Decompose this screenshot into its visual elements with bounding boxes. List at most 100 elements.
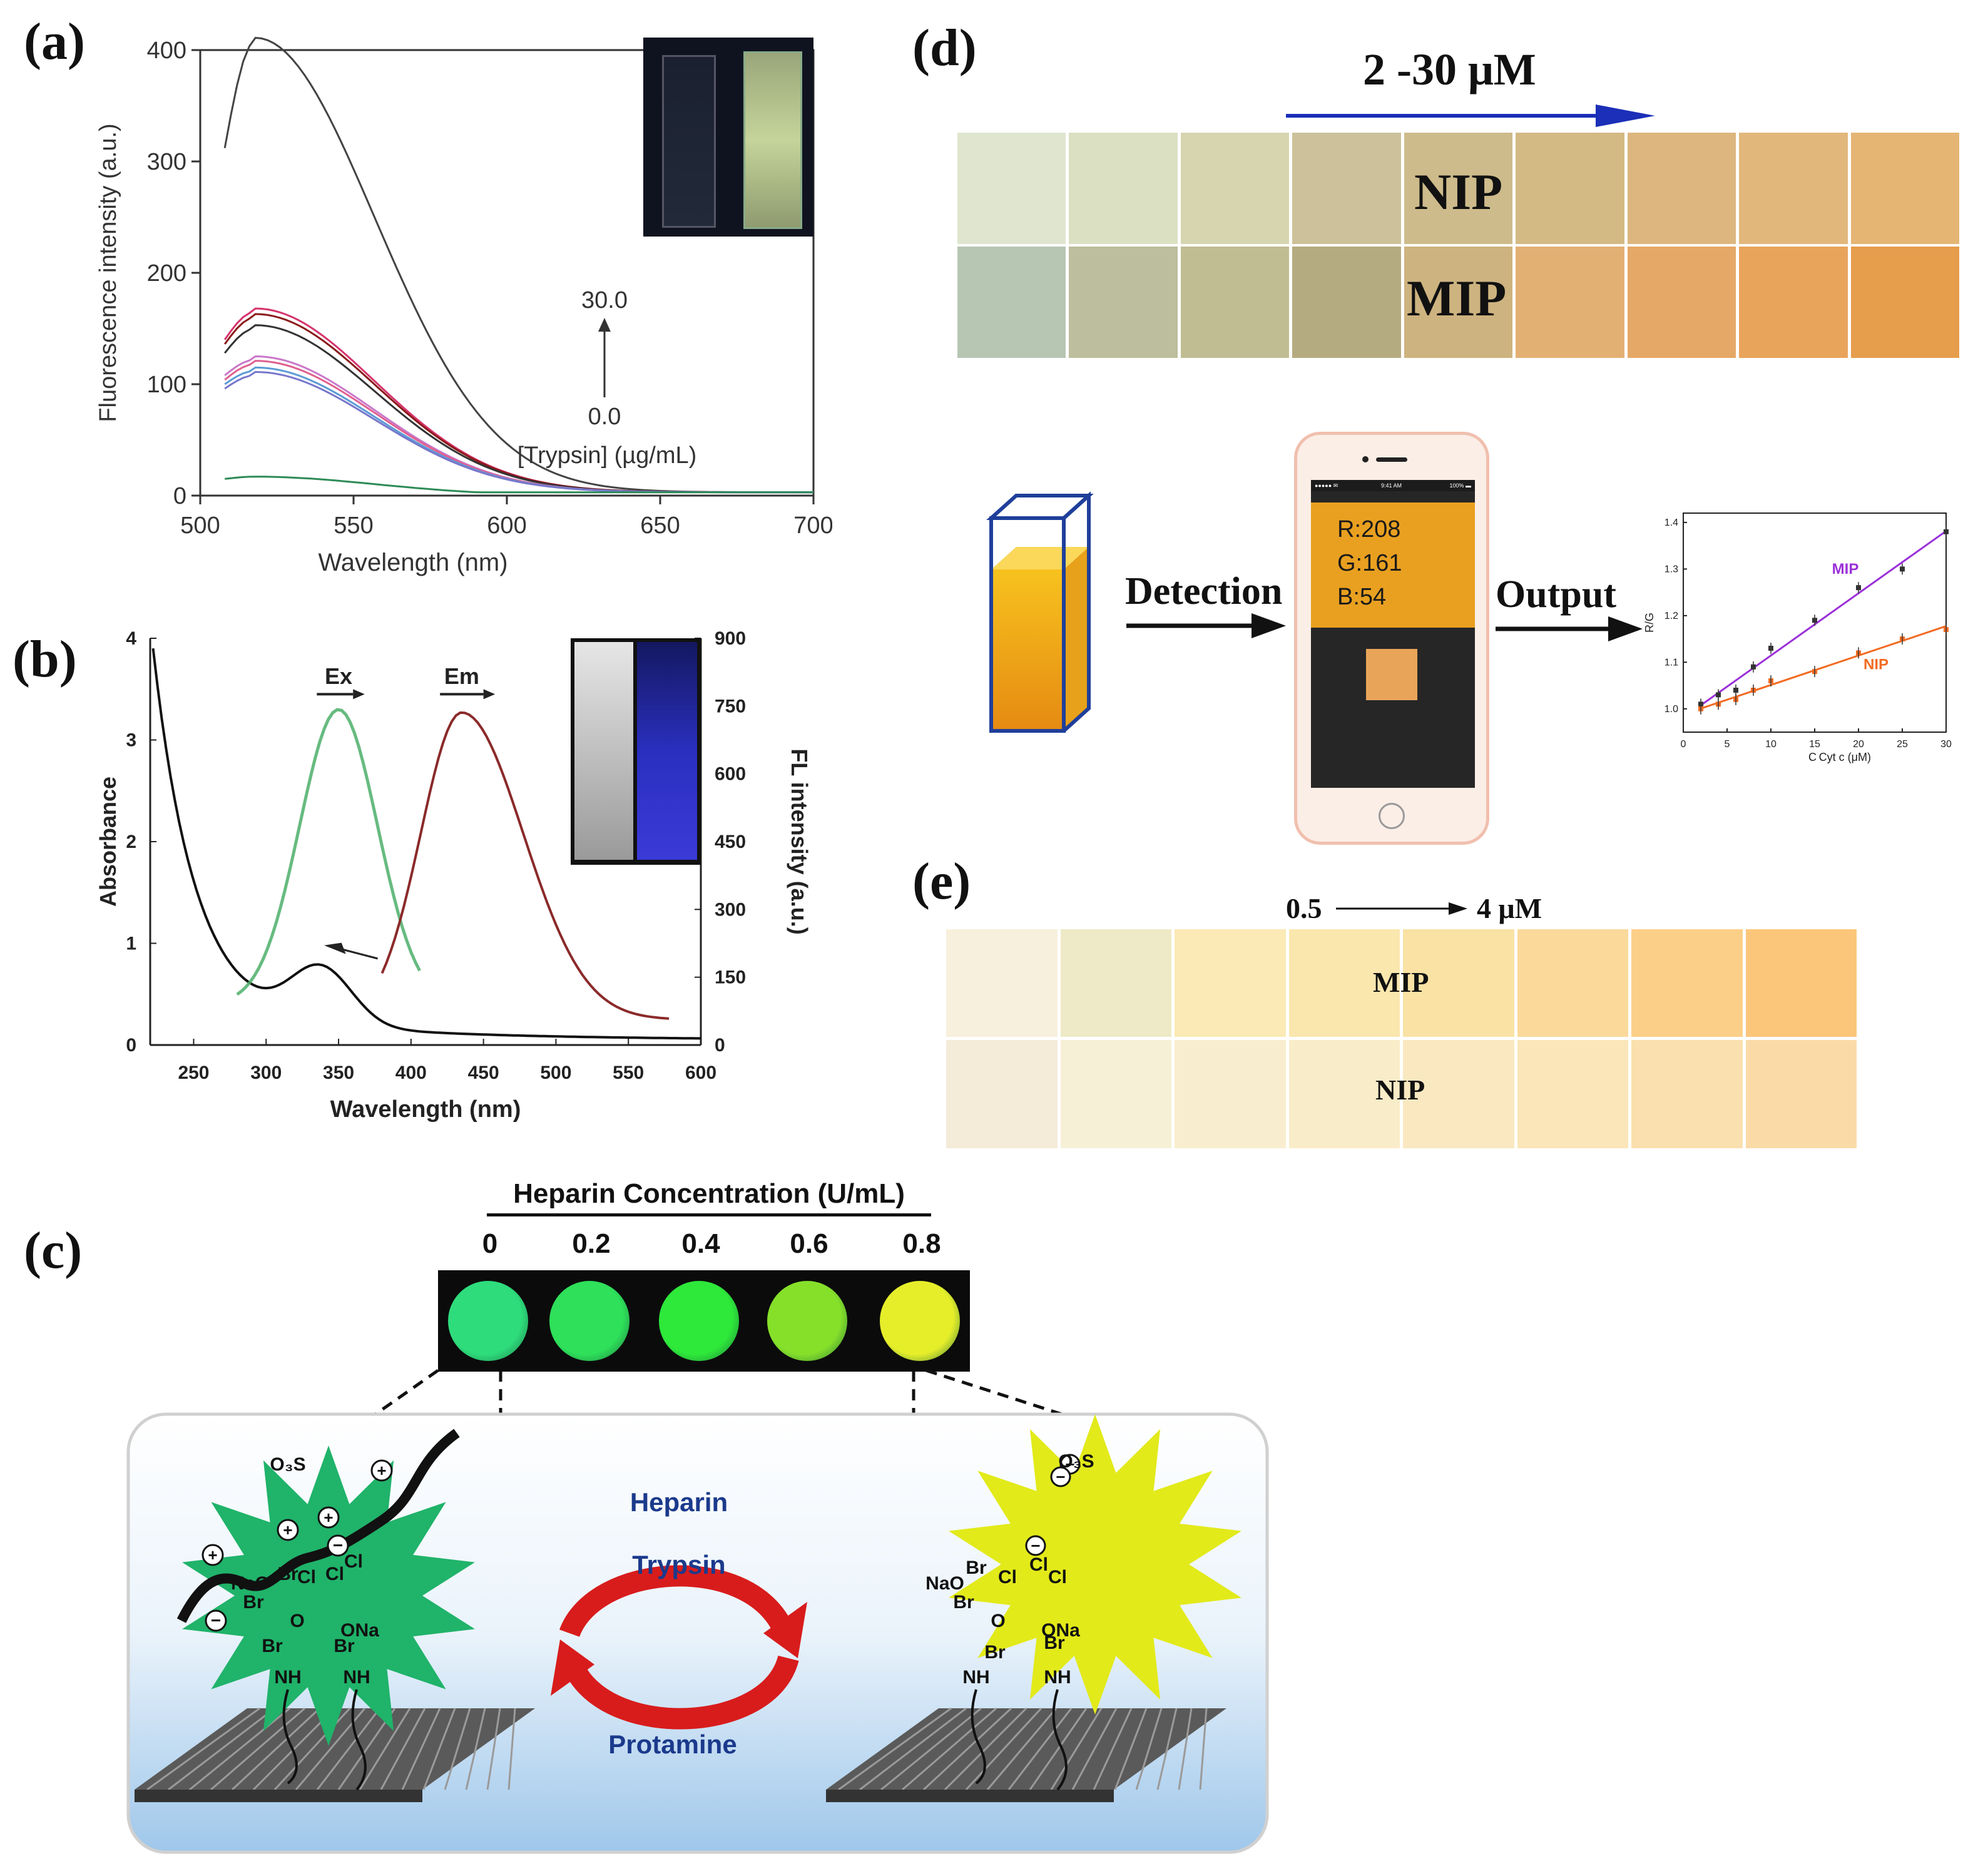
y-tick-label-right-b: 600 — [715, 764, 746, 785]
fiber-strand — [1199, 1708, 1208, 1790]
heparin-dot — [767, 1281, 847, 1361]
mip-color-swatch — [1850, 247, 1962, 358]
status-time: 9:41 AM — [1381, 482, 1402, 489]
fiber-strand — [1093, 1708, 1133, 1790]
absorbance-line-b — [151, 648, 701, 1040]
y-tick-label-right-b: 450 — [715, 832, 746, 852]
fiber-strand — [944, 1707, 1027, 1791]
cycle-arrow-forward — [559, 1565, 792, 1638]
fiber-strand — [231, 1707, 321, 1791]
fiber-mat-edge — [826, 1790, 1114, 1802]
linker-chain — [1052, 1689, 1068, 1791]
status-signal: ●●●●● ✉ — [1315, 482, 1338, 489]
output-arrow — [1496, 616, 1643, 641]
chart-a: 500 550 600 650 700 0 100 200 300 400 Wavelength (… — [95, 36, 832, 576]
x-axis-label-a: Wavelength (nm) — [318, 549, 507, 576]
fiber-strand — [986, 1708, 1058, 1790]
heparin-chain — [176, 1429, 460, 1623]
molecule-label-right: NaO — [925, 1573, 964, 1594]
y-tick-label-left-b: 3 — [126, 730, 136, 751]
cycle-label-protamine: Protamine — [608, 1730, 737, 1759]
inset-cuvette-photo-a — [643, 38, 813, 237]
y-tick-label-d: 1.0 — [1665, 704, 1678, 715]
range-label-d: 2 -30 μM — [1363, 44, 1536, 94]
fiber-strand — [273, 1707, 351, 1791]
annotation-bottom-a: 0.0 — [588, 404, 621, 430]
y-tick-label-a: 400 — [147, 38, 186, 64]
x-tick-label-d: 5 — [1725, 739, 1730, 750]
annotation-arrowhead-a — [598, 318, 611, 332]
nip-color-swatch-e — [1288, 1040, 1403, 1148]
rgb-b: B:54 — [1337, 584, 1387, 610]
fiber-strand — [1156, 1708, 1178, 1790]
fiber-strand — [422, 1708, 456, 1790]
panel-label-d: (d) — [912, 19, 977, 77]
y-tick-label-left-b: 2 — [126, 832, 136, 852]
molecule-label-left: NH — [274, 1667, 301, 1688]
mip-color-swatch-e — [1175, 929, 1289, 1037]
molecule-label-left: O₃S — [270, 1454, 305, 1475]
negative-charge-sign: − — [1031, 1536, 1040, 1555]
mip-color-swatch-e — [946, 929, 1061, 1037]
x-tick-label-d: 25 — [1897, 739, 1908, 750]
swatch-row-nip — [957, 133, 1962, 244]
positive-charge-sign: + — [377, 1461, 386, 1480]
molecule-label-right: O₃S — [1058, 1451, 1094, 1472]
molecule-label-left: Br — [277, 1564, 298, 1584]
rgb-g: G:161 — [1337, 550, 1402, 576]
detection-label: Detection — [1125, 570, 1283, 613]
mip-label-e: MIP — [1373, 966, 1429, 998]
molecule-label-right: Cl — [1048, 1567, 1067, 1588]
heparin-title: Heparin Concentration (U/mL) — [487, 1178, 931, 1216]
concentration-label: 0 — [482, 1228, 498, 1259]
swatch-grid-d: NIP MIP — [957, 133, 1962, 358]
dot-strip — [438, 1270, 970, 1372]
sample-color-swatch — [1366, 649, 1417, 700]
cuvette-illustration — [986, 491, 1094, 733]
y-tick-label-right-b: 0 — [715, 1035, 725, 1056]
negative-charge-icon — [1025, 1535, 1046, 1556]
x-tick-label-b: 500 — [540, 1063, 571, 1083]
molecule-label-left: NH — [343, 1667, 370, 1688]
fiber-strand — [316, 1708, 381, 1790]
fiber-strand — [380, 1708, 426, 1790]
x-tick-label-a: 550 — [334, 512, 373, 539]
y-axis-label-right-b: FL intensity (a.u.) — [787, 748, 812, 934]
mip-color-swatch — [1069, 247, 1181, 358]
smartphone: ●●●●● ✉ 9:41 AM 100% ▬ R:208 G:161 B:54 — [1294, 432, 1489, 845]
nip-color-swatch — [1627, 133, 1740, 244]
concentration-label: 0.6 — [790, 1228, 828, 1259]
molecule-label-left: ONa — [340, 1620, 379, 1641]
nip-color-swatch — [1739, 133, 1851, 244]
positive-charge-icon — [201, 1544, 224, 1566]
nip-color-swatch-e — [1517, 1040, 1631, 1148]
fiber-strand — [1029, 1708, 1088, 1790]
positive-charge-sign: + — [283, 1521, 292, 1539]
heparin-dot — [549, 1281, 630, 1361]
panel-label-e: (e) — [912, 852, 971, 910]
nip-color-swatch — [1069, 133, 1181, 244]
fiber-strand — [401, 1708, 441, 1790]
molecule-label-left: Cl — [344, 1551, 363, 1572]
series-label-nip: NIP — [1863, 656, 1889, 673]
fiber-strand — [1071, 1708, 1118, 1790]
molecule-label-right: NH — [1044, 1667, 1071, 1688]
x-tick-label-b: 450 — [468, 1063, 499, 1083]
cycle-label-heparin: Heparin — [630, 1487, 728, 1517]
fiber-strand — [1135, 1708, 1163, 1790]
concentration-labels: 0 0.2 0.4 0.6 0.8 — [441, 1228, 970, 1266]
fiber-strand — [1178, 1708, 1193, 1790]
excitation-line-b — [236, 708, 421, 996]
swatch-row-mip-e — [946, 929, 1860, 1037]
x-tick-label-a: 600 — [487, 512, 526, 539]
fiber-mat-edge — [135, 1790, 422, 1802]
y-tick-label-a: 200 — [147, 260, 186, 287]
x-tick-label-a: 500 — [180, 512, 220, 539]
y-tick-label-left-b: 1 — [126, 934, 136, 954]
annotation-label-a: [Trypsin] (µg/mL) — [517, 442, 697, 469]
mip-color-swatch — [1516, 247, 1628, 358]
mip-label-d: MIP — [1407, 270, 1507, 327]
x-tick-label-d: 10 — [1765, 739, 1777, 750]
fiber-strand — [838, 1707, 952, 1791]
